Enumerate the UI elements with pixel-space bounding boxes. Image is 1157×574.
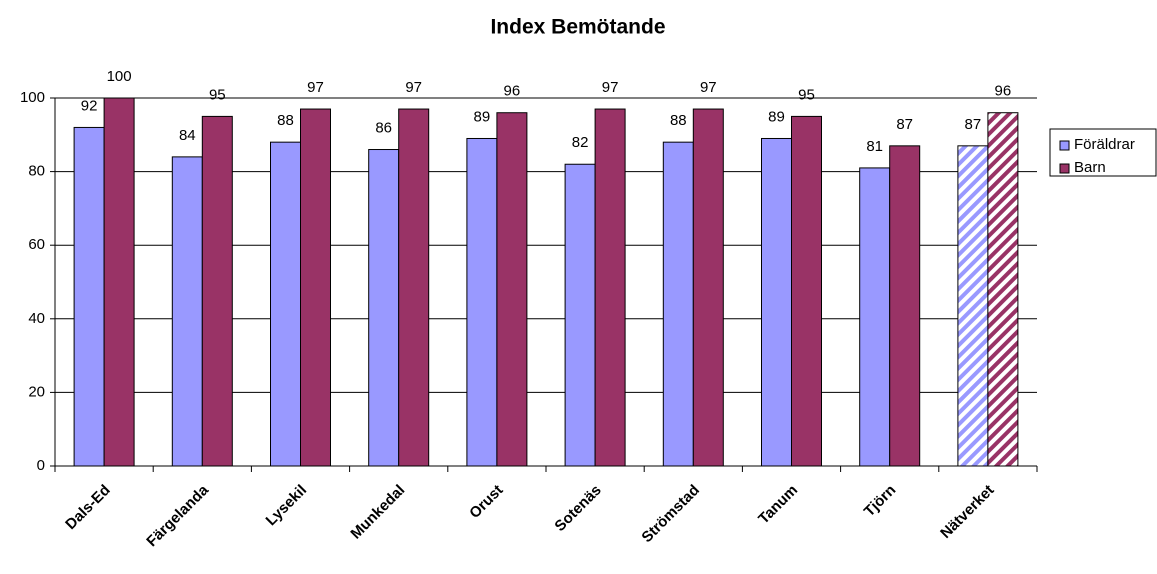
bar	[889, 145, 921, 467]
legend-swatch	[1059, 163, 1070, 174]
data-label: 95	[209, 86, 226, 103]
bar	[662, 141, 694, 467]
data-label: 88	[670, 112, 687, 129]
data-label: 97	[307, 79, 324, 96]
bar	[564, 163, 596, 467]
y-tick-label: 20	[28, 383, 45, 400]
legend-swatch	[1059, 140, 1070, 151]
bar	[73, 126, 105, 467]
y-tick-label: 0	[37, 457, 45, 474]
y-tick-label: 40	[28, 310, 45, 327]
data-label: 100	[107, 68, 132, 85]
bar	[201, 115, 233, 467]
x-tick-label: Färgelanda	[143, 481, 212, 550]
bar	[957, 145, 989, 467]
y-tick-label: 80	[28, 163, 45, 180]
data-label: 88	[277, 112, 294, 129]
legend-label: Föräldrar	[1074, 136, 1135, 153]
x-tick-label: Dals-Ed	[62, 482, 114, 534]
bar	[171, 156, 203, 467]
data-label: 97	[405, 79, 422, 96]
data-label: 89	[474, 108, 491, 125]
data-label: 82	[572, 134, 589, 151]
data-label: 97	[700, 79, 717, 96]
x-tick-label: Tanum	[755, 482, 801, 528]
bar	[987, 112, 1019, 467]
x-tick-label: Sotenäs	[551, 482, 604, 535]
x-tick-label: Nätverket	[937, 482, 997, 542]
data-label: 95	[798, 86, 815, 103]
x-tick-label: Tjörn	[861, 482, 900, 521]
bar	[594, 108, 626, 467]
data-label: 81	[866, 138, 883, 155]
legend-label: Barn	[1074, 159, 1106, 176]
y-tick-label: 60	[28, 236, 45, 253]
bar	[300, 108, 331, 467]
bar	[398, 108, 430, 467]
bar	[270, 141, 301, 467]
bar	[761, 137, 792, 467]
data-label: 92	[81, 97, 98, 114]
bar	[466, 137, 498, 467]
data-label: 84	[179, 127, 196, 144]
bar	[496, 112, 528, 467]
data-label: 96	[504, 83, 521, 100]
data-label: 86	[375, 119, 392, 136]
bar	[791, 115, 822, 467]
data-label: 87	[965, 116, 982, 133]
bar	[368, 149, 400, 467]
x-tick-label: Orust	[466, 482, 506, 522]
x-tick-label: Strömstad	[638, 482, 702, 546]
bar	[103, 97, 135, 467]
x-tick-label: Lysekil	[263, 482, 311, 530]
y-tick-label: 100	[20, 89, 45, 106]
bar	[692, 108, 724, 467]
data-label: 96	[995, 83, 1012, 100]
chart-title: Index Bemötande	[490, 16, 665, 39]
data-label: 87	[896, 116, 913, 133]
bar	[859, 167, 891, 467]
data-label: 97	[602, 79, 619, 96]
data-label: 89	[768, 108, 785, 125]
x-tick-label: Munkedal	[347, 482, 408, 543]
